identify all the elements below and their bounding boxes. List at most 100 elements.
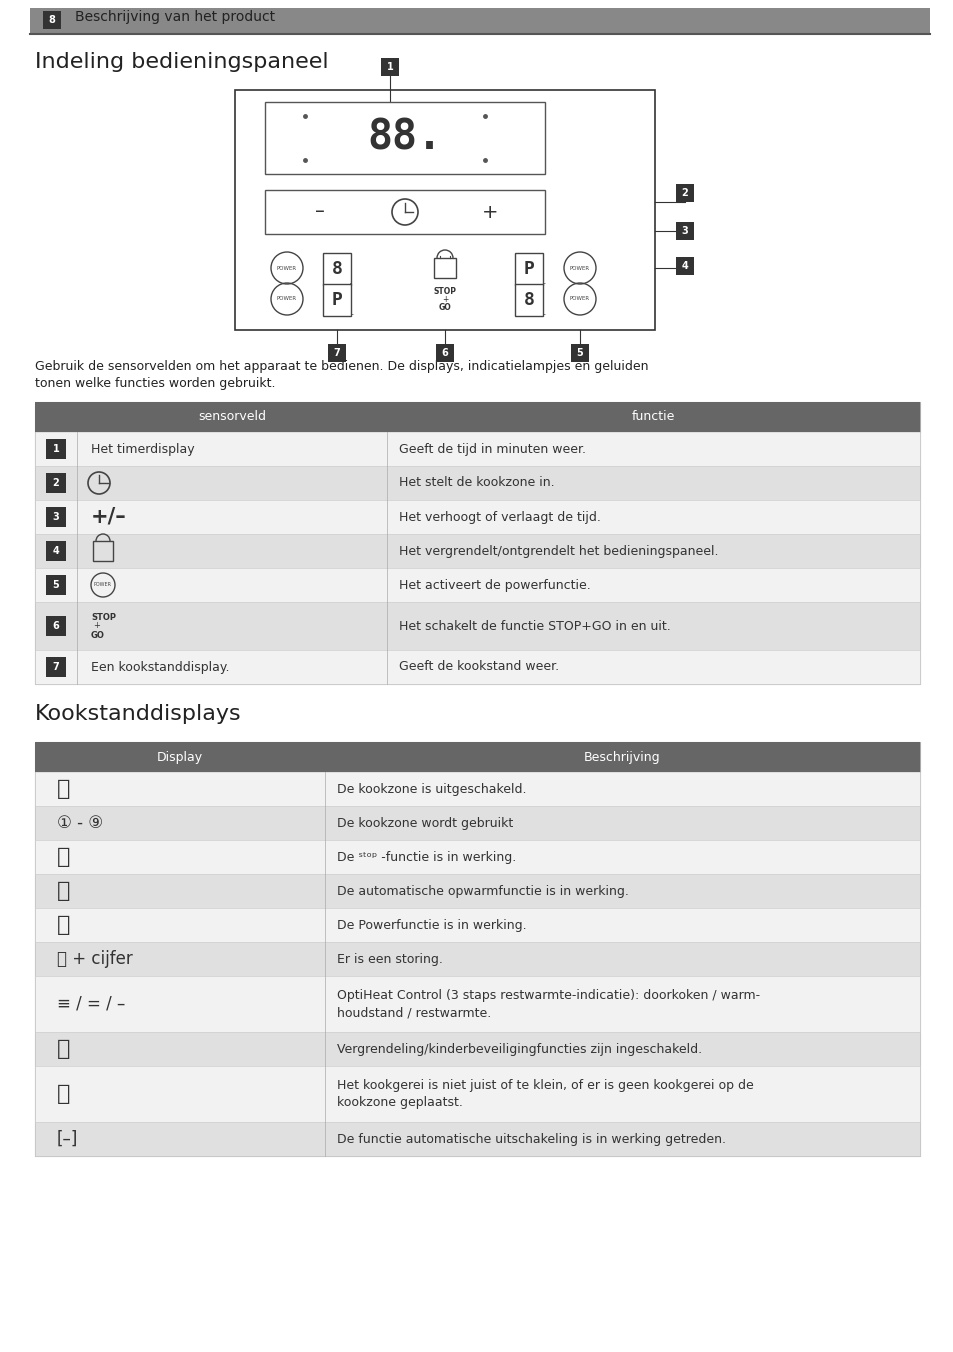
Bar xyxy=(46,439,66,458)
Text: POWER: POWER xyxy=(276,265,296,270)
Bar xyxy=(46,473,66,493)
Text: sensorveld: sensorveld xyxy=(198,411,266,423)
Bar xyxy=(380,58,398,76)
Bar xyxy=(46,507,66,527)
Text: Het activeert de powerfunctie.: Het activeert de powerfunctie. xyxy=(398,579,590,592)
Bar xyxy=(46,617,66,635)
Text: De Powerfunctie is in werking.: De Powerfunctie is in werking. xyxy=(336,918,526,932)
Bar xyxy=(35,500,919,534)
Bar xyxy=(265,101,544,174)
Text: Beschrijving: Beschrijving xyxy=(583,750,659,764)
Text: De functie automatische uitschakeling is in werking getreden.: De functie automatische uitschakeling is… xyxy=(336,1133,725,1145)
Text: 5: 5 xyxy=(576,347,583,358)
Text: De ˢᵗᵒᵖ -functie is in werking.: De ˢᵗᵒᵖ -functie is in werking. xyxy=(336,850,516,864)
Text: 4: 4 xyxy=(52,546,59,556)
Text: De automatische opwarmfunctie is in werking.: De automatische opwarmfunctie is in werk… xyxy=(336,884,628,898)
Text: Indeling bedieningspaneel: Indeling bedieningspaneel xyxy=(35,51,328,72)
Bar xyxy=(35,772,919,806)
Bar xyxy=(323,253,351,285)
Text: STOP: STOP xyxy=(433,287,456,296)
Text: Het timerdisplay: Het timerdisplay xyxy=(91,442,194,456)
Text: 6: 6 xyxy=(52,621,59,631)
Text: +: + xyxy=(92,622,100,630)
Bar xyxy=(436,343,454,362)
Text: Ⓟ: Ⓟ xyxy=(57,915,71,936)
Text: Het verhoogt of verlaagt de tijd.: Het verhoogt of verlaagt de tijd. xyxy=(398,511,600,523)
Text: POWER: POWER xyxy=(569,265,590,270)
Bar xyxy=(43,11,61,28)
Text: Geeft de kookstand weer.: Geeft de kookstand weer. xyxy=(398,661,558,673)
Text: 2: 2 xyxy=(52,479,59,488)
Text: Een kookstanddisplay.: Een kookstanddisplay. xyxy=(91,661,230,673)
Text: .: . xyxy=(351,307,355,316)
Text: 8: 8 xyxy=(523,291,534,310)
Bar xyxy=(35,466,919,500)
Text: ⓞ: ⓞ xyxy=(57,779,71,799)
Text: 6: 6 xyxy=(441,347,448,358)
Bar xyxy=(30,8,929,34)
Text: 7: 7 xyxy=(52,662,59,672)
Text: 7: 7 xyxy=(334,347,340,358)
Text: 2: 2 xyxy=(680,188,688,197)
Bar xyxy=(35,742,919,1156)
Text: .: . xyxy=(542,307,546,316)
Text: tonen welke functies worden gebruikt.: tonen welke functies worden gebruikt. xyxy=(35,377,275,389)
Bar xyxy=(46,657,66,677)
Text: 8: 8 xyxy=(49,15,55,24)
Bar xyxy=(35,402,919,684)
Bar xyxy=(35,742,919,772)
Text: Er is een storing.: Er is een storing. xyxy=(336,953,442,965)
Text: Display: Display xyxy=(157,750,203,764)
Text: De kookzone wordt gebruikt: De kookzone wordt gebruikt xyxy=(336,817,513,830)
Text: POWER: POWER xyxy=(569,296,590,301)
Text: 8: 8 xyxy=(332,260,342,279)
Bar xyxy=(35,976,919,1032)
Text: OptiHeat Control (3 staps restwarmte-indicatie): doorkoken / warm-
houdstand / r: OptiHeat Control (3 staps restwarmte-ind… xyxy=(336,990,760,1019)
Bar xyxy=(265,191,544,234)
Text: Ⓔ + cijfer: Ⓔ + cijfer xyxy=(57,950,132,968)
Text: Ⓐ: Ⓐ xyxy=(57,882,71,900)
Bar xyxy=(35,1065,919,1122)
Bar xyxy=(35,402,919,433)
Text: 4: 4 xyxy=(680,261,688,270)
Bar xyxy=(35,840,919,873)
Text: –: – xyxy=(314,203,325,222)
Text: ≡ / = / –: ≡ / = / – xyxy=(57,995,125,1013)
Bar xyxy=(434,258,456,279)
Text: Beschrijving van het product: Beschrijving van het product xyxy=(75,9,274,24)
Text: ① - ⑨: ① - ⑨ xyxy=(57,814,103,831)
Text: Het kookgerei is niet juist of te klein, of er is geen kookgerei op de
kookzone : Het kookgerei is niet juist of te klein,… xyxy=(336,1079,753,1109)
Bar xyxy=(571,343,588,362)
Bar xyxy=(35,433,919,466)
Text: 3: 3 xyxy=(680,226,688,237)
Bar xyxy=(46,575,66,595)
Text: Geeft de tijd in minuten weer.: Geeft de tijd in minuten weer. xyxy=(398,442,585,456)
Bar xyxy=(35,1032,919,1065)
Text: .: . xyxy=(349,276,353,287)
Bar xyxy=(35,942,919,976)
Text: Het vergrendelt/ontgrendelt het bedieningspaneel.: Het vergrendelt/ontgrendelt het bedienin… xyxy=(398,545,718,557)
Text: +: + xyxy=(441,295,448,303)
Bar xyxy=(676,222,693,241)
Text: Het schakelt de functie STOP+GO in en uit.: Het schakelt de functie STOP+GO in en ui… xyxy=(398,619,670,633)
Text: POWER: POWER xyxy=(94,583,112,588)
Bar xyxy=(35,1122,919,1156)
Text: P: P xyxy=(332,291,342,310)
Text: 1: 1 xyxy=(52,443,59,454)
Text: 5: 5 xyxy=(52,580,59,589)
Text: +: + xyxy=(481,203,497,222)
Bar xyxy=(35,602,919,650)
Text: 1: 1 xyxy=(386,62,393,72)
Text: Het stelt de kookzone in.: Het stelt de kookzone in. xyxy=(398,476,554,489)
Bar xyxy=(35,806,919,840)
Text: ⓤ: ⓤ xyxy=(57,846,71,867)
Bar xyxy=(515,253,542,285)
Text: Vergrendeling/kinderbeveiligingfuncties zijn ingeschakeld.: Vergrendeling/kinderbeveiligingfuncties … xyxy=(336,1042,701,1056)
Text: GO: GO xyxy=(91,630,105,639)
Text: .: . xyxy=(542,276,546,287)
Bar xyxy=(676,257,693,274)
Text: POWER: POWER xyxy=(276,296,296,301)
Text: GO: GO xyxy=(438,303,451,311)
Text: Kookstanddisplays: Kookstanddisplays xyxy=(35,704,241,725)
Text: 88.: 88. xyxy=(367,118,442,160)
